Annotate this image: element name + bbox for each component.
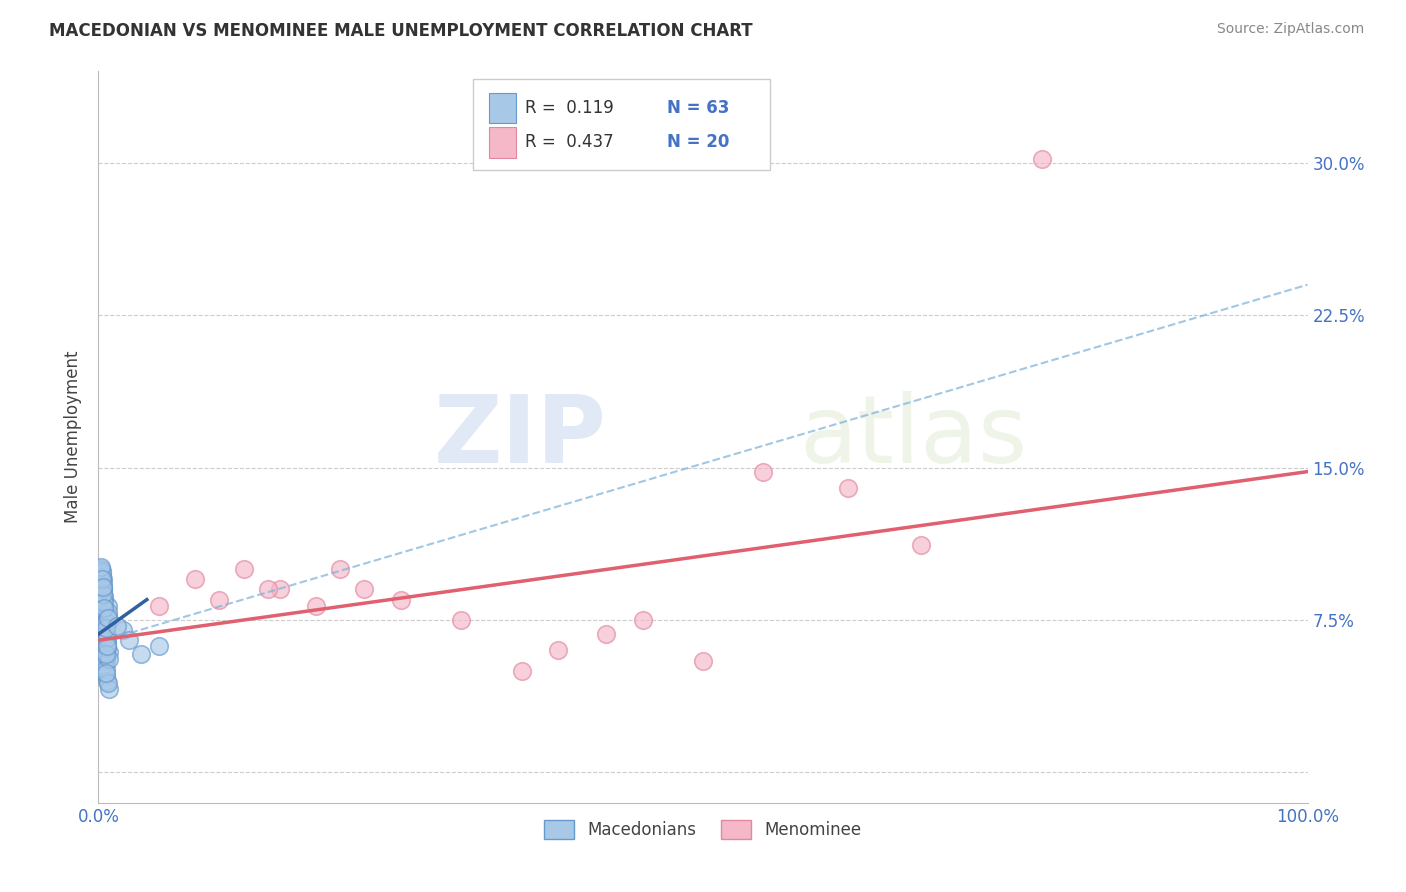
Point: [148, 599, 170, 613]
Point: [93, 657, 115, 672]
Point: [90, 562, 112, 576]
Point: [94, 617, 117, 632]
Point: [329, 562, 352, 576]
Point: [91, 643, 114, 657]
Point: [91, 597, 114, 611]
Point: [118, 633, 141, 648]
Point: [96, 632, 118, 646]
Point: [96, 641, 118, 656]
Point: [90, 568, 112, 582]
Point: [91, 586, 114, 600]
Point: [595, 627, 617, 641]
Point: [91, 581, 114, 595]
Point: [1031, 152, 1053, 166]
Point: [94, 615, 117, 629]
Point: [232, 562, 254, 576]
Point: [98, 681, 121, 696]
Point: [91, 591, 114, 605]
Point: [910, 538, 932, 552]
Text: Source: ZipAtlas.com: Source: ZipAtlas.com: [1216, 22, 1364, 37]
Point: [837, 481, 859, 495]
Point: [94, 662, 117, 676]
Point: [98, 651, 121, 665]
Bar: [489, 93, 516, 123]
Point: [91, 581, 114, 595]
Point: [97, 599, 120, 613]
Point: [97, 608, 120, 623]
Point: [97, 605, 120, 619]
Point: [90, 574, 112, 589]
Point: [93, 623, 115, 637]
Point: [256, 582, 278, 597]
Point: [91, 582, 114, 597]
Point: [692, 654, 714, 668]
Text: N = 63: N = 63: [666, 99, 730, 117]
Point: [96, 635, 118, 649]
Point: [450, 613, 472, 627]
Point: [91, 576, 114, 591]
Point: [91, 633, 114, 648]
Point: [148, 640, 170, 654]
Point: [94, 649, 117, 664]
Point: [96, 673, 118, 688]
Point: [129, 648, 152, 662]
Point: [91, 572, 114, 586]
Point: [91, 627, 114, 641]
Point: [91, 572, 114, 586]
Point: [96, 619, 118, 633]
Point: [93, 592, 115, 607]
Point: [631, 613, 654, 627]
Point: [547, 643, 569, 657]
Point: [91, 564, 114, 578]
Text: N = 20: N = 20: [666, 133, 730, 152]
Point: [353, 582, 375, 597]
Point: [752, 465, 775, 479]
Point: [94, 654, 117, 668]
Point: [97, 611, 120, 625]
Point: [98, 645, 121, 659]
Point: [208, 592, 231, 607]
Point: [91, 584, 114, 599]
Point: [96, 637, 118, 651]
Point: [94, 625, 117, 640]
Point: [93, 613, 115, 627]
Point: [90, 586, 112, 600]
Point: [97, 611, 120, 625]
Point: [91, 578, 114, 592]
Point: [305, 599, 328, 613]
Point: [94, 621, 117, 635]
Point: [96, 640, 118, 654]
Text: atlas: atlas: [800, 391, 1028, 483]
Point: [269, 582, 291, 597]
Point: [91, 566, 114, 581]
Point: [93, 589, 115, 603]
Text: ZIP: ZIP: [433, 391, 606, 483]
Point: [93, 603, 115, 617]
Point: [97, 676, 120, 690]
Point: [510, 664, 533, 678]
Point: [111, 623, 134, 637]
Y-axis label: Male Unemployment: Male Unemployment: [65, 351, 83, 524]
Point: [94, 607, 117, 621]
Point: [90, 560, 112, 574]
Point: [94, 667, 117, 681]
FancyBboxPatch shape: [474, 78, 769, 170]
Point: [184, 572, 207, 586]
Text: R =  0.119: R = 0.119: [526, 99, 614, 117]
Point: [93, 600, 115, 615]
Bar: [489, 127, 516, 158]
Point: [96, 629, 118, 643]
Point: [105, 619, 128, 633]
Point: [389, 592, 412, 607]
Legend: Macedonians, Menominee: Macedonians, Menominee: [537, 814, 869, 846]
Point: [93, 594, 115, 608]
Point: [94, 665, 117, 680]
Text: MACEDONIAN VS MENOMINEE MALE UNEMPLOYMENT CORRELATION CHART: MACEDONIAN VS MENOMINEE MALE UNEMPLOYMEN…: [49, 22, 752, 40]
Point: [91, 570, 114, 584]
Text: R =  0.437: R = 0.437: [526, 133, 614, 152]
Point: [94, 648, 117, 662]
